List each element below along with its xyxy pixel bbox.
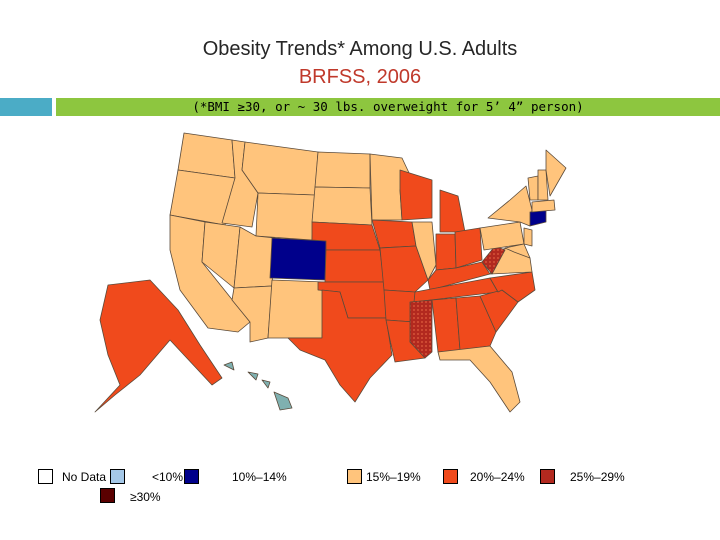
state-south-dakota <box>311 186 373 226</box>
legend-label-15-19: 15%–19% <box>366 470 421 484</box>
state-ohio <box>454 227 483 269</box>
header-band-green <box>56 98 720 116</box>
legend-label-30-plus: ≥30% <box>130 490 161 504</box>
state-new-jersey <box>523 227 533 247</box>
state-montana <box>241 141 319 196</box>
state-hawaii <box>223 361 293 411</box>
state-wyoming <box>255 192 316 241</box>
state-connecticut <box>529 209 547 227</box>
legend-label-20-24: 20%–24% <box>470 470 525 484</box>
legend-swatch-25-29 <box>540 469 555 484</box>
bmi-footnote: (*BMI ≥30, or ~ 30 lbs. overweight for 5… <box>192 99 584 114</box>
legend-label-10-14: 10%–14% <box>232 470 287 484</box>
state-mississippi <box>409 299 433 359</box>
state-missouri <box>379 245 429 293</box>
state-wisconsin <box>399 169 433 221</box>
state-florida <box>437 345 521 413</box>
state-indiana <box>435 233 457 271</box>
state-alaska <box>94 279 223 413</box>
header-band-teal <box>0 98 52 116</box>
map-subtitle: BRFSS, 2006 <box>298 66 422 88</box>
state-michigan <box>439 189 466 233</box>
legend-swatch-20-24 <box>443 469 458 484</box>
state-new-mexico <box>267 279 326 339</box>
state-vermont <box>527 175 539 201</box>
state-texas <box>287 289 393 403</box>
state-maine <box>545 149 567 197</box>
legend-swatch-no-data <box>38 469 53 484</box>
state-new-york <box>487 185 533 227</box>
map-title: Obesity Trends* Among U.S. Adults <box>202 38 518 60</box>
state-massachusetts <box>531 199 556 213</box>
state-north-dakota <box>314 151 371 189</box>
state-kansas <box>324 249 385 283</box>
state-new-hampshire <box>537 169 549 201</box>
state-colorado <box>269 237 327 281</box>
legend-swatch-10-14 <box>184 469 199 484</box>
state-illinois <box>411 221 437 281</box>
state-alabama <box>431 297 461 353</box>
state-west-virginia <box>481 245 506 275</box>
legend-swatch-30-plus <box>100 488 115 503</box>
legend-swatch-15-19 <box>347 469 362 484</box>
legend-label-25-29: 25%–29% <box>570 470 625 484</box>
state-iowa <box>371 219 417 249</box>
legend-label-under-10: <10% <box>152 470 184 484</box>
legend-label-no-data: No Data <box>62 470 107 484</box>
state-maryland <box>504 243 531 259</box>
legend-swatch-under-10 <box>110 469 125 484</box>
